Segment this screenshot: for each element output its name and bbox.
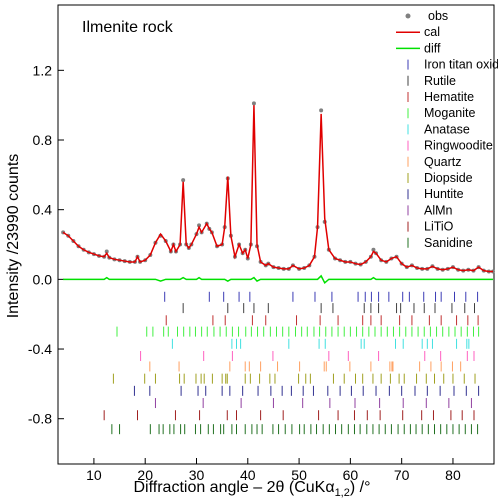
legend-marker	[405, 13, 411, 19]
y-tick-label: 1.2	[33, 62, 53, 78]
legend-label: Rutile	[424, 74, 456, 88]
legend-label: Moganite	[424, 106, 475, 120]
obs-point	[490, 269, 495, 274]
legend-label: obs	[428, 9, 448, 23]
y-tick-label: 0.4	[33, 202, 53, 218]
legend-label: Hematite	[424, 90, 474, 104]
x-axis-label-main: Diffraction angle – 2θ (CuKα	[134, 479, 335, 496]
obs-point	[371, 247, 376, 252]
legend-label: diff	[424, 41, 441, 55]
obs-point	[181, 178, 186, 183]
y-tick-label: -0.8	[28, 411, 52, 427]
y-tick-label: 0.0	[33, 271, 53, 287]
obs-point	[251, 101, 256, 106]
legend-label: Diopside	[424, 171, 473, 185]
legend-label: AlMn	[424, 203, 453, 217]
legend-label: cal	[424, 25, 440, 39]
y-tick-label: 0.8	[33, 132, 53, 148]
y-tick-label: -0.4	[28, 341, 52, 357]
legend-label: Sanidine	[424, 236, 473, 250]
plot-frame	[57, 4, 495, 465]
x-tick-label: 40	[240, 467, 256, 483]
chart-title: Ilmenite rock	[82, 19, 174, 36]
legend-label: Iron titan oxide	[424, 58, 498, 72]
obs-point	[197, 223, 202, 228]
x-tick-label: 50	[291, 467, 307, 483]
x-tick-label: 10	[86, 467, 102, 483]
series-line	[62, 105, 493, 273]
legend-label: LiTiO	[424, 220, 454, 234]
x-tick-label: 80	[445, 467, 461, 483]
obs-point	[319, 108, 324, 113]
legend-label: Anatase	[424, 122, 470, 136]
series-line	[63, 274, 493, 285]
x-tick-label: 20	[137, 467, 153, 483]
x-axis-label: Diffraction angle – 2θ (CuKα1,2) /°	[134, 479, 371, 499]
x-tick-label: 30	[189, 467, 205, 483]
x-axis-label-end: ) /°	[350, 479, 371, 496]
x-tick-label: 70	[394, 467, 410, 483]
legend-label: Quartz	[424, 155, 462, 169]
x-axis-label-sub: 1,2	[335, 487, 350, 499]
obs-point	[104, 249, 109, 254]
legend-label: Huntite	[424, 187, 464, 201]
y-axis-label: Intensity /23990 counts	[5, 154, 22, 319]
x-tick-label: 60	[343, 467, 359, 483]
legend-label: Ringwoodite	[424, 139, 493, 153]
